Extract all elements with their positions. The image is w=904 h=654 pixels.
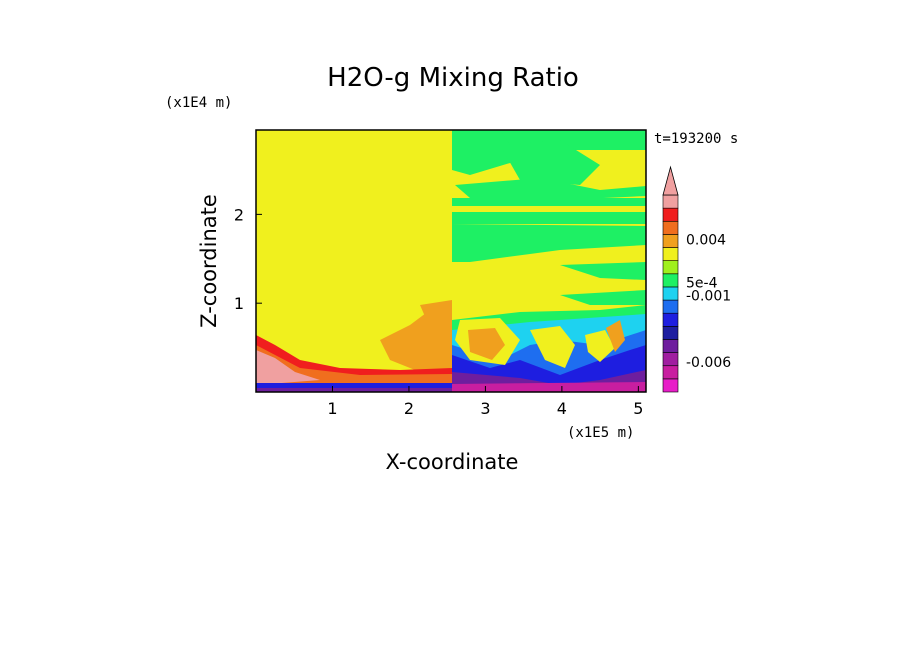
contour-yellow-band [470, 206, 646, 212]
colorbar-swatch [662, 247, 679, 261]
colorbar-swatch [662, 352, 679, 367]
contour-green-streak [452, 224, 646, 262]
contour-green-streak [455, 178, 646, 200]
colorbar-swatch [662, 273, 679, 288]
colorbar-swatch [662, 312, 679, 327]
y-axis-label: Z-coordinate [197, 194, 221, 328]
x-tick-label: 2 [404, 399, 414, 418]
colorbar-label: -0.001 [686, 288, 731, 304]
x-scale-label: (x1E5 m) [567, 425, 634, 441]
contour-green-streak [560, 290, 646, 305]
contour-yellow-tongue [585, 330, 615, 362]
x-tick-label: 4 [557, 399, 567, 418]
y-scale-label: (x1E4 m) [165, 95, 232, 111]
colorbar-label: -0.006 [686, 355, 731, 371]
colorbar-swatch [662, 194, 679, 209]
contour-orange-blob [420, 300, 452, 330]
colorbar-swatch [662, 339, 679, 353]
y-tick-label: 1 [234, 294, 244, 313]
contour-green-band [452, 198, 646, 206]
contour-magenta-region [452, 382, 646, 392]
contour-green-streak [500, 140, 600, 185]
chart-title: H2O-g Mixing Ratio [327, 63, 579, 93]
colorbar-swatch [662, 220, 679, 235]
colorbar-label: 0.004 [686, 233, 726, 249]
colorbar-swatch [662, 286, 679, 301]
contour-surface-purple [256, 388, 452, 392]
contour-orange-tongue [606, 320, 625, 352]
colorbar-extend-arrow [662, 165, 679, 196]
contour-green-streak [452, 130, 520, 175]
colorbar-swatch [662, 299, 679, 314]
colorbar-swatch [662, 365, 679, 380]
time-label: t=193200 s [654, 131, 738, 147]
contour-green-streak [560, 262, 646, 280]
contour-surface-blue [256, 383, 452, 388]
plot-frame [255, 129, 647, 393]
contour-green-band [452, 212, 646, 224]
contour-orange-tongue [468, 328, 505, 360]
y-tick-label: 2 [234, 205, 244, 224]
x-tick-label: 5 [633, 399, 643, 418]
colorbar-swatch [662, 207, 679, 222]
contour-pink-region [256, 350, 320, 385]
contour-field [256, 130, 646, 392]
contour-orange-band [256, 345, 452, 385]
colorbar-swatch [662, 234, 679, 248]
colorbar-swatch [662, 326, 679, 340]
x-axis: 1 2 3 4 5 [327, 386, 643, 418]
colorbar-label: 5e-4 [686, 275, 718, 291]
y-axis: 12 [234, 205, 262, 313]
x-tick-label: 3 [480, 399, 490, 418]
x-axis-label: X-coordinate [386, 450, 519, 474]
colorbar-swatch [662, 378, 679, 393]
colorbar: 0.004 5e-4-0.001 -0.006 [662, 165, 731, 393]
colorbar-swatch [662, 260, 679, 275]
x-tick-label: 1 [327, 399, 337, 418]
contour-yellow-tongue [530, 326, 575, 368]
